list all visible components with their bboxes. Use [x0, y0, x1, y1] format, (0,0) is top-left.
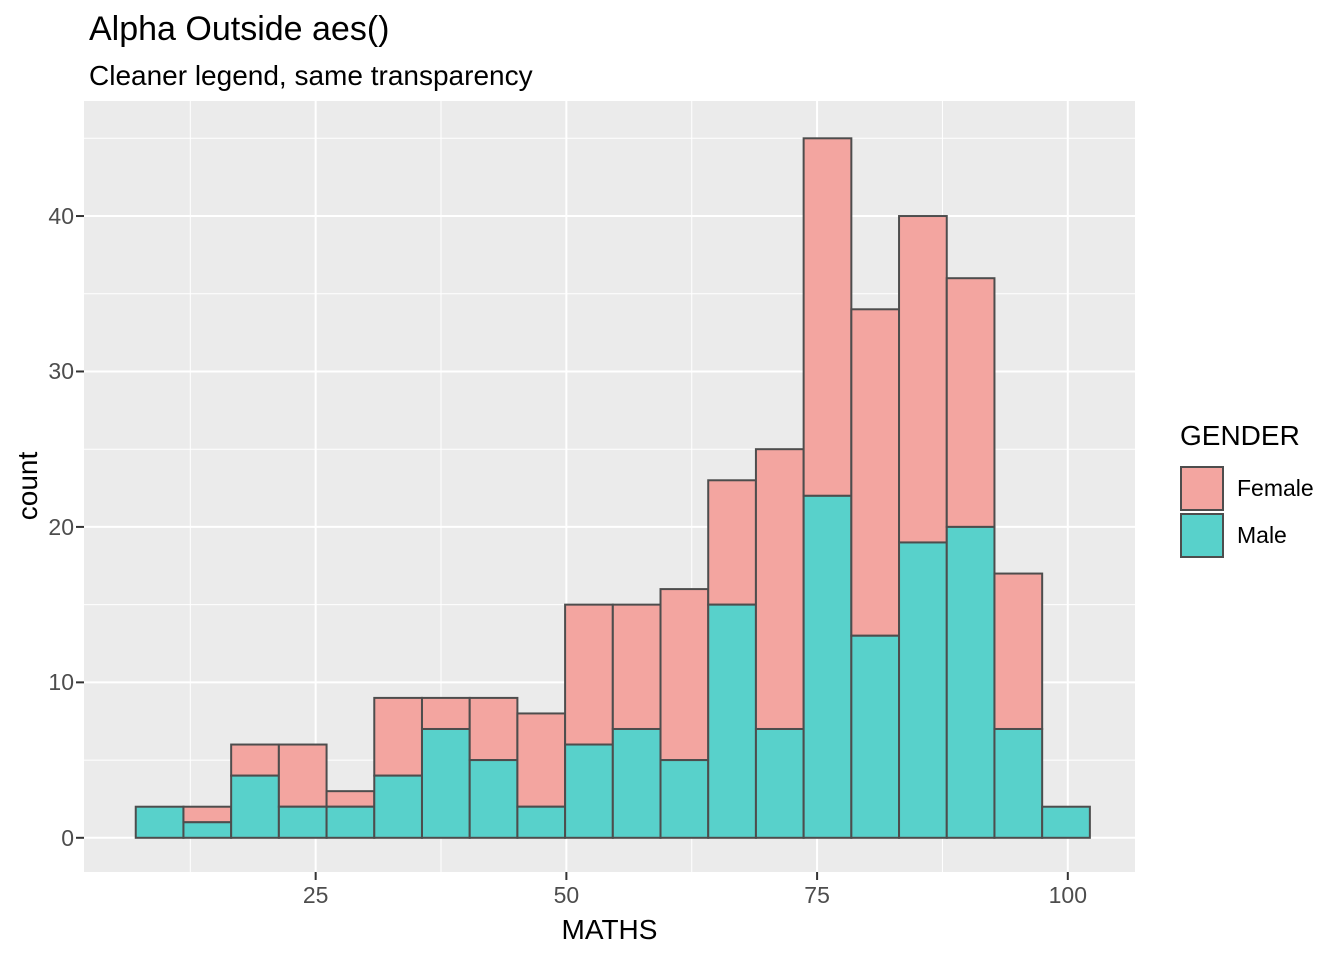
y-tick-label: 10	[48, 669, 74, 696]
chart-subtitle: Cleaner legend, same transparency	[89, 60, 533, 91]
bar-male-segment	[993, 727, 1044, 839]
legend-item-female: Female	[1180, 466, 1340, 511]
bar-female-segment	[230, 743, 280, 777]
bar-female-segment	[277, 743, 328, 808]
legend-title: GENDER	[1180, 420, 1300, 451]
bar-female-segment	[182, 805, 233, 824]
y-tick-label: 20	[48, 513, 74, 540]
legend-item-male: Male	[1180, 513, 1340, 558]
legend: GENDER Female Male	[1180, 420, 1340, 560]
bar-male-segment	[230, 774, 280, 839]
x-tick-label: 25	[302, 882, 329, 908]
bar-female-segment	[850, 308, 901, 637]
legend-swatch-female	[1180, 466, 1224, 511]
bar-female-segment	[802, 137, 853, 497]
bar-male-segment	[420, 727, 471, 839]
x-tick-label: 50	[553, 882, 580, 908]
legend-label-female: Female	[1237, 475, 1314, 501]
bar-male-segment	[898, 541, 948, 839]
y-tick-label: 0	[61, 824, 74, 851]
x-tick-label: 75	[804, 882, 830, 908]
bar-male-segment	[468, 759, 519, 839]
bar-male-segment	[707, 603, 757, 839]
bar-female-segment	[564, 603, 614, 746]
bar-female-segment	[993, 572, 1044, 730]
bar-male-segment	[945, 525, 996, 839]
bar-female-segment	[325, 790, 376, 808]
bar-female-segment	[373, 696, 423, 777]
bar-male-segment	[564, 743, 614, 839]
chart-title: Alpha Outside aes()	[89, 10, 390, 48]
bar-female-segment	[754, 448, 805, 730]
bar-male-segment	[516, 805, 567, 839]
bar-male-segment	[134, 805, 185, 839]
legend-label-male: Male	[1237, 522, 1287, 548]
y-tick-label: 40	[48, 203, 74, 230]
bar-female-segment	[516, 712, 567, 808]
bar-male-segment	[611, 727, 662, 839]
bar-male-segment	[1041, 805, 1091, 839]
bar-female-segment	[468, 696, 519, 762]
x-tick-label: 100	[1048, 882, 1087, 908]
bar-female-segment	[707, 479, 757, 606]
bar-male-segment	[754, 727, 805, 839]
bar-male-segment	[373, 774, 423, 839]
bar-female-segment	[945, 277, 996, 528]
x-axis-title: MATHS	[561, 914, 658, 945]
bar-male-segment	[182, 821, 233, 839]
bar-male-segment	[277, 805, 328, 839]
bar-male-segment	[325, 805, 376, 839]
bar-male-segment	[802, 494, 853, 839]
bar-female-segment	[420, 696, 471, 730]
y-tick-label: 30	[48, 358, 74, 385]
y-axis-title: count	[12, 451, 43, 521]
bar-female-segment	[659, 588, 710, 762]
bar-female-segment	[611, 603, 662, 730]
bar-female-segment	[898, 215, 948, 544]
legend-swatch-male	[1180, 513, 1224, 558]
bar-male-segment	[659, 759, 710, 839]
bar-male-segment	[850, 634, 901, 839]
